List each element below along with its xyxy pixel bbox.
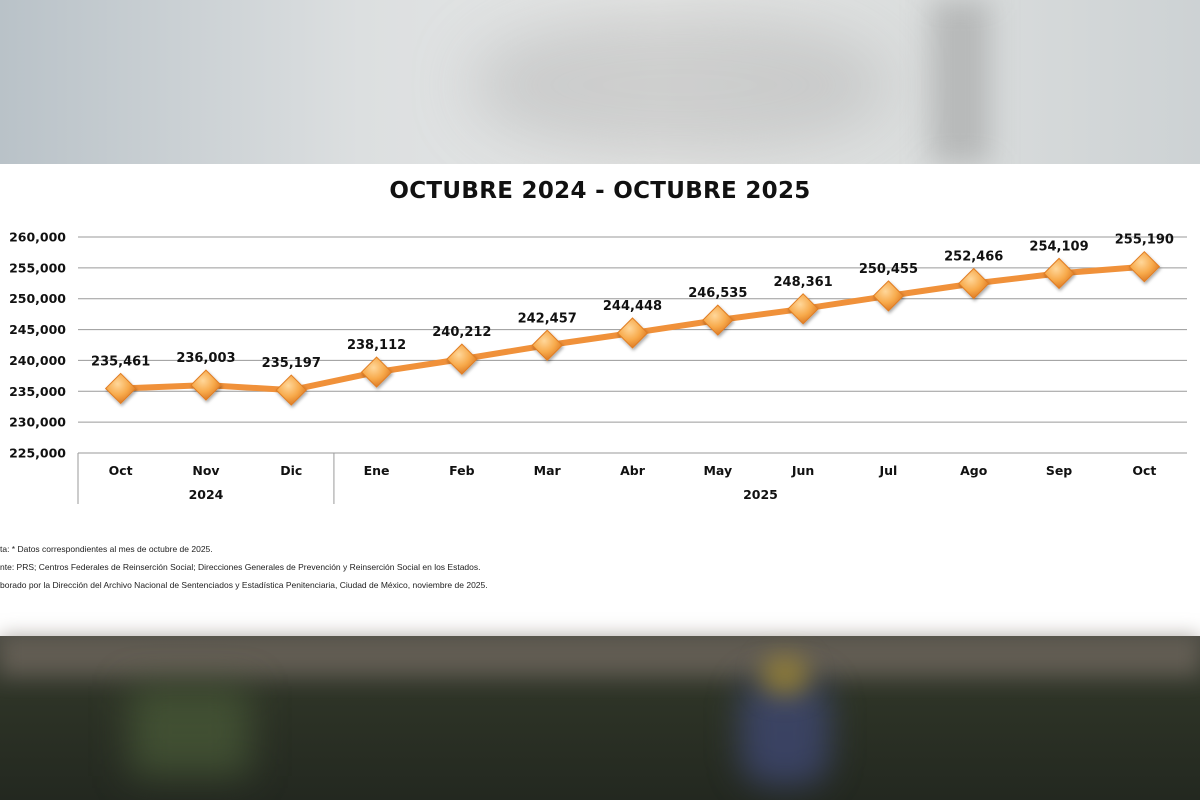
y-tick-label: 250,000 xyxy=(9,291,66,306)
data-point-marker xyxy=(702,304,734,336)
data-point-marker xyxy=(360,356,393,388)
data-label: 252,466 xyxy=(944,249,1003,264)
x-tick-label: Nov xyxy=(192,463,219,478)
chart-panel: OCTUBRE 2024 - OCTUBRE 2025 225,000 230,0… xyxy=(0,164,1200,636)
data-point-marker xyxy=(787,293,819,325)
data-point-marker xyxy=(104,372,137,405)
background-photo-bottom xyxy=(0,636,1200,800)
note-line: borado por la Dirección del Archivo Naci… xyxy=(0,580,488,590)
data-label: 254,109 xyxy=(1029,239,1088,254)
year-label: 2024 xyxy=(189,487,224,502)
y-tick-label: 235,000 xyxy=(9,384,66,399)
data-point-marker xyxy=(190,369,222,401)
data-label: 250,455 xyxy=(859,262,918,277)
y-tick-label: 230,000 xyxy=(9,415,66,430)
data-label: 235,461 xyxy=(91,354,150,369)
data-label: 242,457 xyxy=(518,311,577,326)
data-label: 238,112 xyxy=(347,338,406,353)
y-tick-label: 260,000 xyxy=(9,230,66,245)
x-tick-label: Oct xyxy=(1132,463,1156,478)
x-tick-label: Jul xyxy=(879,463,898,478)
x-tick-label: Ene xyxy=(364,463,390,478)
data-label: 240,212 xyxy=(432,325,491,340)
note-line: nte: PRS; Centros Federales de Reinserci… xyxy=(0,562,481,572)
note-line: ta: * Datos correspondientes al mes de o… xyxy=(0,544,213,554)
data-label: 244,448 xyxy=(603,299,662,314)
x-tick-label: May xyxy=(703,463,732,478)
year-label: 2025 xyxy=(743,487,778,502)
data-point-marker xyxy=(872,280,905,312)
data-point-marker xyxy=(1128,250,1161,283)
y-tick-label: 245,000 xyxy=(9,322,66,337)
data-label: 235,197 xyxy=(262,356,321,371)
data-label: 248,361 xyxy=(774,275,833,290)
x-tick-label: Ago xyxy=(960,463,988,478)
x-tick-label: Feb xyxy=(449,463,475,478)
y-tick-label: 240,000 xyxy=(9,353,66,368)
y-tick-label: 255,000 xyxy=(9,260,66,275)
line-chart: 225,000 230,000 235,000 240,000 245,000 250,0… xyxy=(9,230,1187,504)
x-tick-label: Sep xyxy=(1046,463,1072,478)
data-point-marker xyxy=(531,329,563,361)
data-label: 236,003 xyxy=(176,351,235,366)
data-point-marker xyxy=(275,374,307,406)
data-point-marker xyxy=(958,267,990,300)
data-point-marker xyxy=(446,343,478,375)
y-tick-label: 225,000 xyxy=(9,446,66,461)
data-point-marker xyxy=(616,317,649,349)
background-photo-top xyxy=(0,0,1200,164)
x-tick-label: Jun xyxy=(791,463,814,478)
x-tick-label: Oct xyxy=(109,463,133,478)
data-label: 255,190 xyxy=(1115,233,1174,248)
x-tick-label: Mar xyxy=(534,463,562,478)
data-label: 246,535 xyxy=(688,286,747,301)
x-tick-label: Abr xyxy=(620,463,646,478)
chart-title: OCTUBRE 2024 - OCTUBRE 2025 xyxy=(389,178,811,204)
x-tick-label: Dic xyxy=(280,463,302,478)
data-point-marker xyxy=(1043,257,1075,290)
